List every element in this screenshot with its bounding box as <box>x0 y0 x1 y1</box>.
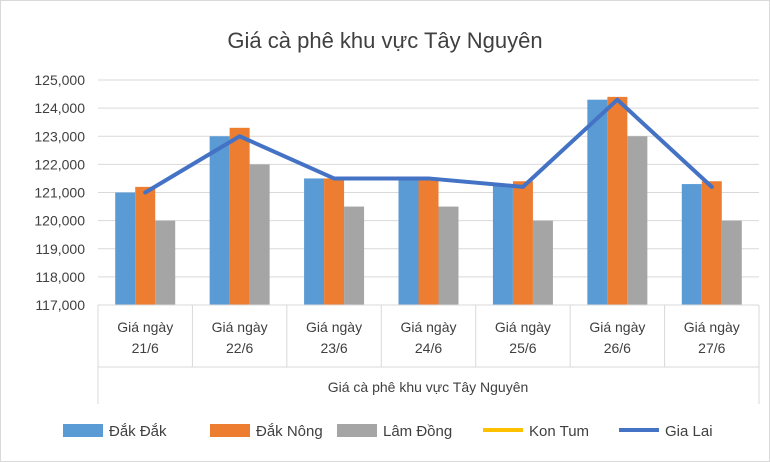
y-tick-label: 122,000 <box>34 156 85 172</box>
x-axis: Giá ngày 21/6 Giá ngày 22/6 Giá ngày 23/6 Giá … <box>97 304 760 404</box>
legend-item: Gia Lai <box>619 423 713 440</box>
x-tick-label: Giá ngày 27/6 <box>684 319 740 356</box>
legend: Đắk Đắk Đắk Nông Lâm Đồng Kon Tum Gia Lai <box>63 423 713 440</box>
chart-title: Giá cà phê khu vực Tây Nguyên <box>227 28 542 53</box>
bar <box>344 206 365 305</box>
legend-swatch <box>210 424 250 437</box>
bar <box>324 178 345 305</box>
bar <box>398 178 419 305</box>
y-tick-label: 125,000 <box>34 72 85 88</box>
bar <box>701 181 722 305</box>
bar <box>155 220 176 305</box>
x-tick-label: Giá ngày 23/6 <box>306 319 362 356</box>
bar <box>115 192 136 305</box>
x-tick-label: Giá ngày 26/6 <box>589 319 645 356</box>
legend-label: Đắk Đắk <box>109 423 167 440</box>
y-tick-label: 120,000 <box>34 213 85 229</box>
bar <box>721 220 742 305</box>
lines <box>143 97 714 195</box>
y-axis: 117,000 118,000 119,000 120,000 121,000 122,0… <box>34 72 85 313</box>
y-tick-label: 124,000 <box>34 100 85 116</box>
bar <box>135 186 156 305</box>
bar <box>681 184 702 305</box>
legend-item: Lâm Đồng <box>337 423 452 440</box>
bar <box>532 220 553 305</box>
x-tick-label: Giá ngày 24/6 <box>400 319 456 356</box>
legend-label: Đắk Nông <box>256 423 323 440</box>
legend-label: Kon Tum <box>529 423 589 440</box>
legend-item: Kon Tum <box>483 423 589 440</box>
x-tick-label: Giá ngày 25/6 <box>495 319 551 356</box>
series-line <box>143 97 714 195</box>
legend-item: Đắk Nông <box>210 423 323 440</box>
bars <box>115 96 742 305</box>
y-tick-label: 118,000 <box>35 269 85 285</box>
bar <box>587 99 608 305</box>
y-tick-label: 119,000 <box>35 241 85 257</box>
x-tick-label: Giá ngày 21/6 <box>117 319 173 356</box>
legend-label: Lâm Đồng <box>383 423 452 440</box>
bar <box>418 178 439 305</box>
legend-item: Đắk Đắk <box>63 423 167 440</box>
legend-swatch <box>337 424 377 437</box>
bar <box>438 206 459 305</box>
bar <box>512 181 533 305</box>
bar <box>249 164 270 305</box>
bar <box>607 96 628 305</box>
y-tick-label: 121,000 <box>34 185 85 201</box>
bar <box>209 136 230 305</box>
x-tick-label: Giá ngày 22/6 <box>212 319 268 356</box>
bar <box>229 127 250 305</box>
x-axis-title: Giá cà phê khu vực Tây Nguyên <box>328 379 529 395</box>
legend-swatch <box>63 424 103 437</box>
legend-label: Gia Lai <box>665 423 713 440</box>
y-tick-label: 123,000 <box>34 128 85 144</box>
bar <box>492 184 513 305</box>
bar <box>304 178 325 305</box>
y-tick-label: 117,000 <box>35 297 85 313</box>
bar <box>627 136 648 305</box>
